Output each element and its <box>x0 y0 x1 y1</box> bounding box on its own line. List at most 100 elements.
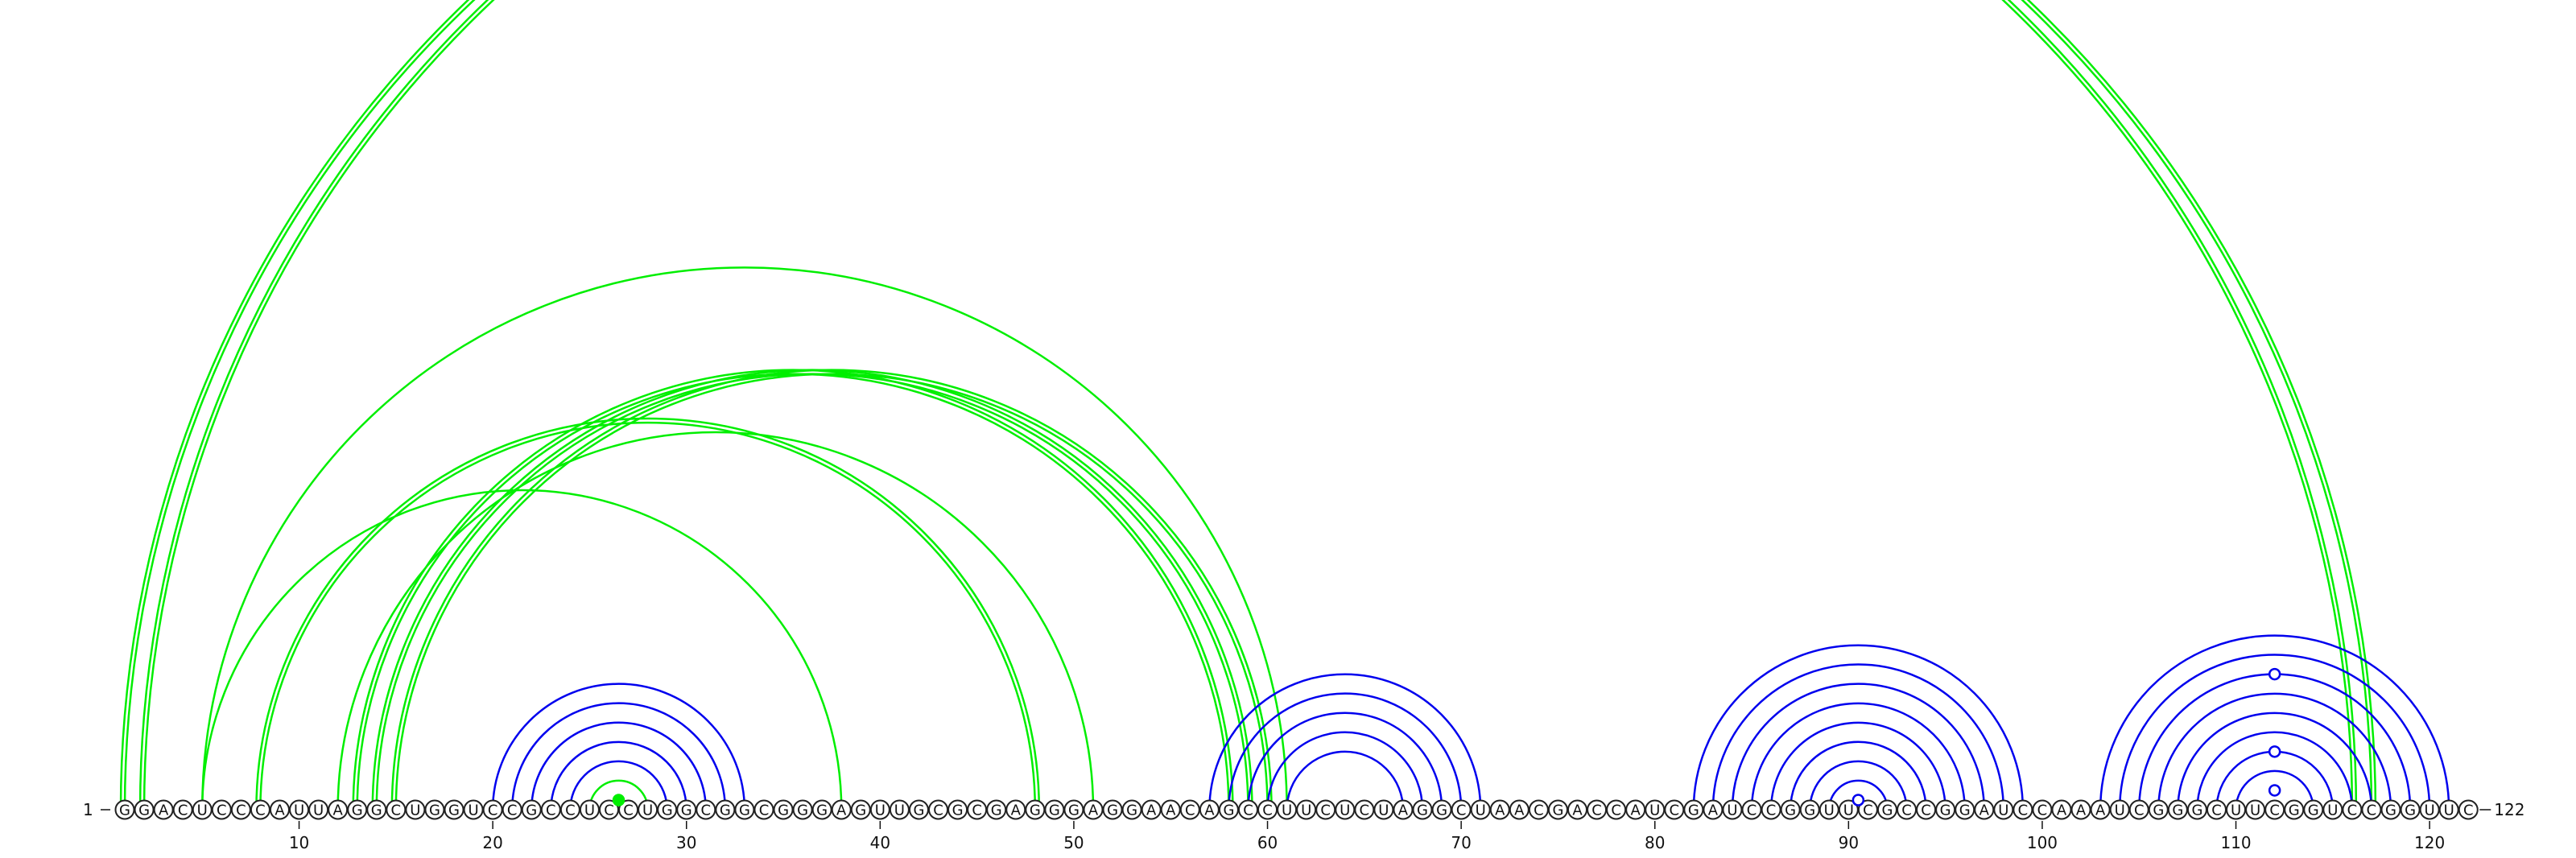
nucleotide: C <box>1528 799 1549 820</box>
base-pair-arc <box>119 0 2358 811</box>
nucleotide-letter: C <box>972 802 982 819</box>
nucleotide: G <box>947 799 968 820</box>
nucleotide-letter: A <box>2057 802 2067 819</box>
nucleotide: C <box>928 799 949 820</box>
nucleotide-letter: G <box>1940 802 1951 819</box>
nucleotide-letter: U <box>1340 802 1350 819</box>
nucleotide-circle <box>521 799 542 820</box>
nucleotide: C <box>540 799 561 820</box>
nucleotide-circle <box>967 799 988 820</box>
base-pair-arc <box>375 373 1249 811</box>
nucleotide-circle <box>1005 799 1026 820</box>
nucleotide-circle <box>1509 799 1530 820</box>
nucleotide: G <box>986 799 1007 820</box>
base-pair-arc <box>1711 663 2005 811</box>
nucleotide-circle <box>289 799 310 820</box>
nucleotide-letter: C <box>255 802 266 819</box>
nucleotide-letter: U <box>894 802 905 819</box>
arc-marker <box>2268 667 2281 681</box>
nucleotide-circle <box>734 799 755 820</box>
nucleotide-circle <box>1780 799 1801 820</box>
nucleotide-letter: C <box>1534 802 1544 819</box>
nucleotide-circle <box>386 799 407 820</box>
base-pair-arc <box>255 417 1041 811</box>
base-pair-arc <box>371 369 1253 811</box>
nucleotide: A <box>2070 799 2091 820</box>
nucleotide-circle <box>1451 799 1472 820</box>
nucleotide-letter: C <box>933 802 943 819</box>
nucleotide-letter: C <box>507 802 518 819</box>
nucleotide: G <box>2380 799 2401 820</box>
axis-tick-label: 30 <box>676 833 696 852</box>
nucleotide: C <box>967 799 988 820</box>
nucleotide: U <box>1993 799 2014 820</box>
sequence-end-label: 122 <box>2494 800 2524 819</box>
nucleotide: C <box>2206 799 2227 820</box>
base-pair-arc <box>1750 702 1966 811</box>
nucleotide-circle <box>482 799 503 820</box>
nucleotide-letter: U <box>1301 802 1311 819</box>
base-pair-arc <box>1266 731 1424 811</box>
nucleotide-letter: G <box>429 802 440 819</box>
axis-tick-label: 10 <box>289 833 309 852</box>
nucleotide: C <box>1916 799 1937 820</box>
nucleotide-circle <box>1354 799 1375 820</box>
nucleotide: G <box>521 799 542 820</box>
nucleotide-letter: G <box>681 802 692 819</box>
nucleotide: U <box>1373 799 1394 820</box>
nucleotide-letter: U <box>584 802 595 819</box>
nucleotide-circle <box>986 799 1007 820</box>
nucleotide-letter: G <box>2172 802 2183 819</box>
nucleotide-letter: A <box>1572 802 1583 819</box>
nucleotide: C <box>230 799 251 820</box>
nucleotide-circle <box>328 799 349 820</box>
nucleotide: G <box>2186 799 2207 820</box>
nucleotide: A <box>831 799 852 820</box>
nucleotide-circle <box>2167 799 2188 820</box>
nucleotide: U <box>1838 799 1859 820</box>
nucleotide-letter: C <box>236 802 246 819</box>
nucleotide: C <box>1257 799 1278 820</box>
nucleotide-circle <box>2284 799 2305 820</box>
nucleotide: G <box>715 799 736 820</box>
nucleotide-letter: C <box>1591 802 1602 819</box>
nucleotide: G <box>134 799 155 820</box>
nucleotide-circle <box>250 799 270 820</box>
nucleotide-circle <box>947 799 968 820</box>
base-pair-arc <box>336 431 1095 811</box>
nucleotide: C <box>1451 799 1472 820</box>
nucleotide-letter: U <box>875 802 886 819</box>
nucleotide: U <box>1818 799 1839 820</box>
nucleotide-letter: G <box>1107 802 1118 819</box>
nucleotide-letter: G <box>1552 802 1563 819</box>
nucleotide: U <box>1277 799 1298 820</box>
nucleotide: U <box>638 799 658 820</box>
nucleotide-circle <box>172 799 193 820</box>
nucleotide: A <box>2051 799 2072 820</box>
nucleotide-circle <box>559 799 580 820</box>
nucleotide-letter: C <box>1360 802 1370 819</box>
nucleotide-letter: U <box>313 802 324 819</box>
nucleotide: A <box>1567 799 1587 820</box>
nucleotide: C <box>618 799 639 820</box>
nucleotide: C <box>2361 799 2382 820</box>
nucleotide-circle <box>134 799 155 820</box>
nucleotide-letter: G <box>371 802 382 819</box>
nucleotide-circle <box>1703 799 1724 820</box>
base-pair-arcs <box>119 0 2450 811</box>
nucleotide-circle <box>1431 799 1452 820</box>
nucleotide: G <box>1121 799 1142 820</box>
nucleotide-circle <box>269 799 290 820</box>
nucleotide-circle <box>811 799 832 820</box>
base-pair-arc <box>394 373 1269 811</box>
base-pair-arc <box>588 779 649 811</box>
nucleotide-circle <box>1625 799 1646 820</box>
nucleotide-circle <box>308 799 329 820</box>
axis-tick-label: 110 <box>2220 833 2251 852</box>
nucleotide: G <box>1780 799 1801 820</box>
nucleotide-circle <box>2264 799 2285 820</box>
base-pair-arc <box>200 266 1288 811</box>
nucleotide-letter: U <box>294 802 304 819</box>
nucleotide: U <box>2438 799 2459 820</box>
